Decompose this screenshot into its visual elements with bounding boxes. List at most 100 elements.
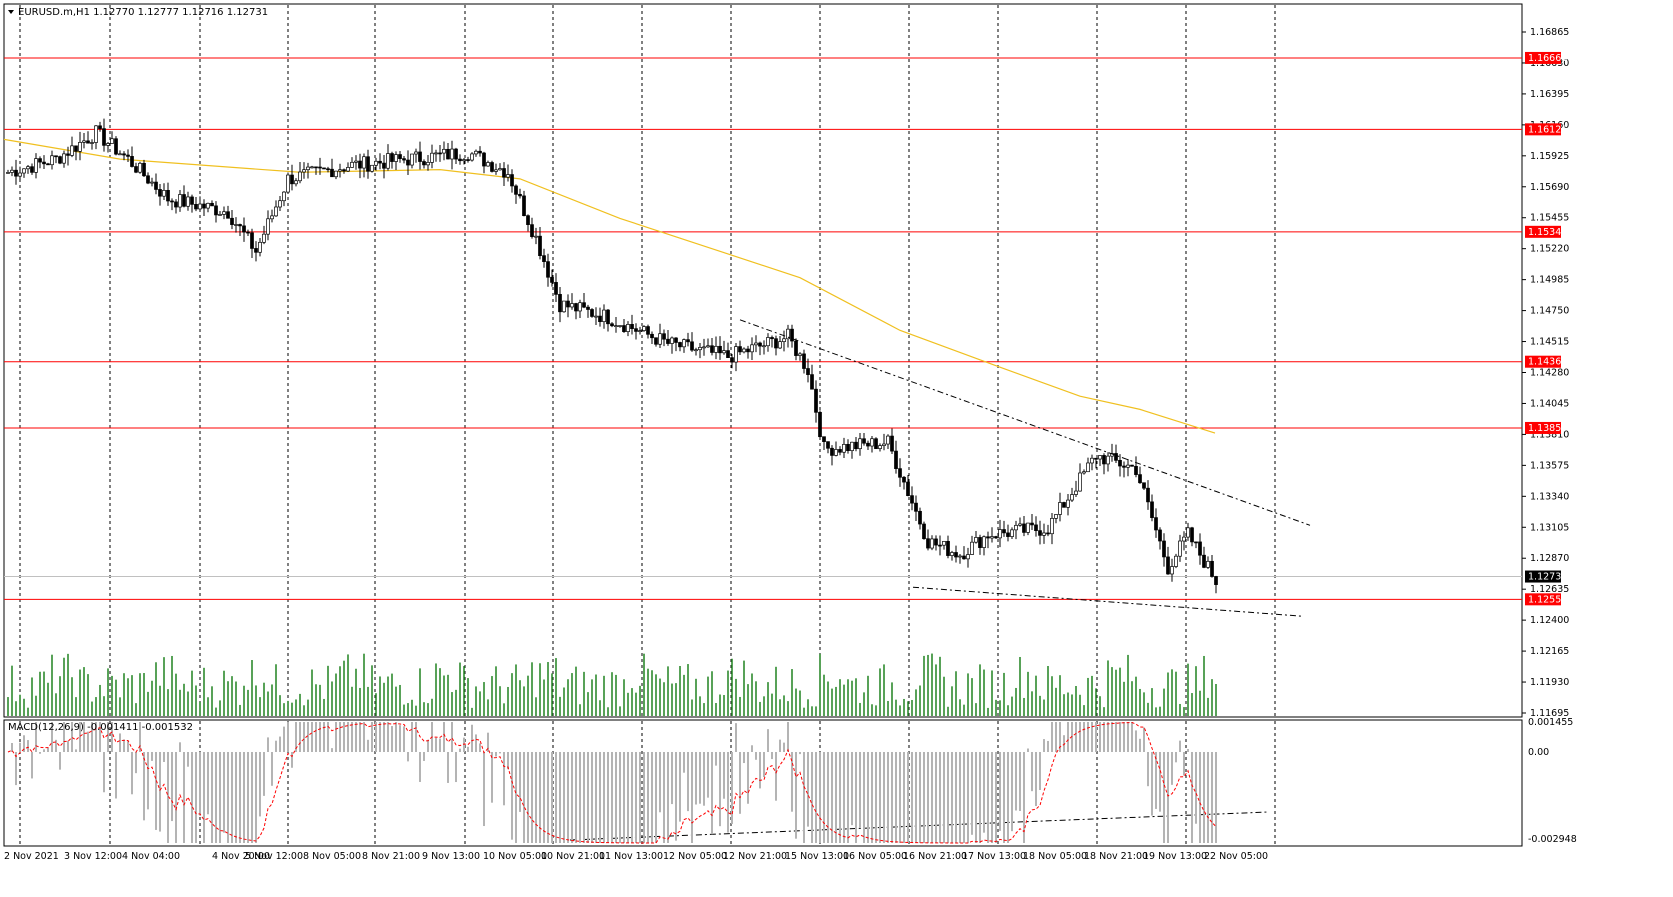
- candle-body: [578, 302, 582, 312]
- candle-body: [710, 345, 714, 353]
- candle-body: [402, 158, 406, 161]
- candle-body: [114, 138, 118, 155]
- candle-body: [778, 341, 782, 349]
- candle-body: [122, 153, 126, 156]
- time-tick-label: 2 Nov 2021: [4, 851, 59, 862]
- candle-body: [482, 152, 486, 167]
- candle-body: [586, 306, 590, 310]
- candle-body: [794, 340, 798, 356]
- candle-body: [266, 218, 270, 235]
- candle-body: [514, 185, 518, 195]
- candle-body: [782, 338, 786, 342]
- candle-body: [814, 388, 818, 413]
- candle-body: [174, 201, 178, 208]
- candle-body: [690, 341, 694, 351]
- candle-body: [1014, 524, 1018, 531]
- time-tick-label: 9 Nov 13:00: [422, 851, 480, 862]
- candle-body: [1146, 487, 1150, 503]
- candle-body: [1102, 455, 1106, 465]
- candle-body: [818, 411, 822, 438]
- candle-body: [1198, 541, 1202, 556]
- candle-body: [162, 190, 166, 197]
- candle-body: [366, 156, 370, 172]
- price-tick-label: 1.12635: [1530, 584, 1569, 595]
- candle-body: [450, 148, 454, 160]
- level-price-label: 1.16126: [1528, 124, 1567, 135]
- price-tick-label: 1.12400: [1530, 615, 1569, 626]
- candle-body: [282, 191, 286, 202]
- candle-body: [354, 160, 358, 163]
- price-axis-labels: 1.168651.166301.163951.161601.159251.156…: [1522, 27, 1577, 845]
- candle-body: [766, 337, 770, 347]
- candle-body: [1150, 501, 1154, 518]
- candle-body: [294, 180, 298, 185]
- candle-body: [1126, 464, 1130, 468]
- candle-body: [870, 438, 874, 447]
- dropdown-arrow-icon[interactable]: [8, 10, 14, 14]
- candle-body: [1062, 502, 1066, 508]
- candle-body: [1026, 522, 1030, 533]
- candle-body: [126, 154, 130, 157]
- candle-body: [1030, 522, 1034, 526]
- candle-body: [546, 261, 550, 278]
- time-tick-label: 4 Nov 20:00: [212, 851, 270, 862]
- candle-body: [934, 538, 938, 546]
- price-tick-label: 1.13105: [1530, 522, 1569, 533]
- candle-body: [1162, 540, 1166, 558]
- candle-body: [466, 159, 470, 161]
- candle-body: [222, 211, 226, 215]
- candle-body: [950, 552, 954, 556]
- candle-body: [166, 190, 170, 202]
- candle-body: [234, 224, 238, 226]
- candle-body: [746, 348, 750, 353]
- candle-body: [202, 203, 206, 209]
- candle-body: [730, 357, 734, 363]
- candle-body: [1038, 530, 1042, 536]
- candle-body: [902, 476, 906, 483]
- candle-body: [458, 158, 462, 162]
- candle-body: [442, 148, 446, 154]
- candle-body: [138, 162, 142, 173]
- candle-body: [702, 346, 706, 349]
- candle-body: [154, 181, 158, 190]
- time-tick-label: 17 Nov 13:00: [962, 851, 1026, 862]
- candle-body: [562, 300, 566, 313]
- candle-body: [42, 161, 46, 165]
- candle-body: [302, 169, 306, 173]
- candle-body: [14, 169, 18, 177]
- time-tick-label: 18 Nov 21:00: [1084, 851, 1148, 862]
- candle-body: [178, 194, 182, 208]
- candle-body: [942, 541, 946, 546]
- candle-body: [758, 342, 762, 347]
- candle-body: [318, 166, 322, 169]
- price-tick-label: 1.14985: [1530, 275, 1569, 286]
- candle-body: [622, 325, 626, 332]
- candle-body: [1070, 494, 1074, 501]
- candle-body: [974, 537, 978, 543]
- candle-body: [410, 153, 414, 166]
- candle-body: [618, 325, 622, 327]
- candle-body: [1002, 529, 1006, 534]
- candle-body: [394, 154, 398, 162]
- symbol-header: EURUSD.m,H1 1.12770 1.12777 1.12716 1.12…: [18, 7, 268, 18]
- candle-body: [1022, 523, 1026, 533]
- macd-trendline: [569, 811, 1269, 841]
- candle-body: [418, 151, 422, 162]
- candle-body: [86, 140, 90, 144]
- candle-body: [1074, 490, 1078, 495]
- level-price-tag: [1525, 225, 1561, 238]
- support-trendline: [912, 586, 1303, 617]
- candle-body: [150, 181, 154, 184]
- candle-body: [182, 194, 186, 207]
- price-tick-label: 1.14750: [1530, 306, 1569, 317]
- candle-body: [90, 142, 94, 144]
- candle-body: [738, 346, 742, 353]
- time-tick-label: 16 Nov 05:00: [843, 851, 907, 862]
- candle-body: [706, 345, 710, 348]
- candle-body: [10, 169, 14, 173]
- level-price-label: 1.16668: [1528, 53, 1567, 64]
- candle-body: [854, 441, 858, 450]
- time-tick-label: 12 Nov 21:00: [723, 851, 787, 862]
- candle-body: [1050, 518, 1054, 535]
